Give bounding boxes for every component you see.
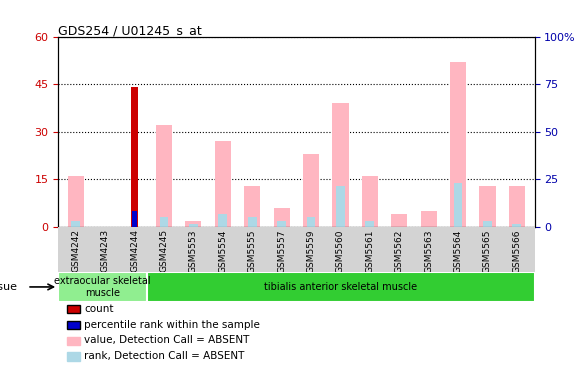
Text: GSM5554: GSM5554 [218,229,227,273]
Text: GSM5561: GSM5561 [365,229,374,273]
Text: count: count [84,304,114,314]
Bar [274,208,290,227]
Bar [71,221,80,227]
Bar [156,126,172,227]
Bar [336,186,345,227]
Bar [131,87,138,227]
Text: GSM5566: GSM5566 [512,229,521,273]
Bar [303,154,319,227]
Text: GSM4245: GSM4245 [159,229,168,272]
Text: GSM5560: GSM5560 [336,229,345,273]
Bar [185,221,202,227]
Text: GSM5555: GSM5555 [248,229,257,273]
Bar [244,186,260,227]
Bar [215,141,231,227]
Text: GSM4242: GSM4242 [71,229,80,272]
Text: tibialis anterior skeletal muscle: tibialis anterior skeletal muscle [264,282,418,292]
Bar [160,217,168,227]
Bar [479,186,496,227]
Text: rank, Detection Call = ABSENT: rank, Detection Call = ABSENT [84,351,245,361]
Bar [483,221,492,227]
Bar [248,217,257,227]
Text: GSM5557: GSM5557 [277,229,286,273]
Bar [454,183,462,227]
Text: GSM5553: GSM5553 [189,229,198,273]
Text: extraocular skeletal
muscle: extraocular skeletal muscle [55,276,151,298]
Bar [362,176,378,227]
Bar [450,62,466,227]
Text: GDS254 / U01245_s_at: GDS254 / U01245_s_at [58,24,202,37]
Bar [509,186,525,227]
Bar [58,227,535,273]
Text: percentile rank within the sample: percentile rank within the sample [84,320,260,330]
Bar [218,214,227,227]
Text: GSM5559: GSM5559 [307,229,315,273]
Bar [512,224,521,227]
Bar [189,224,198,227]
Bar [307,217,315,227]
Bar [67,176,84,227]
Text: GSM4244: GSM4244 [130,229,139,272]
Bar [132,211,137,227]
Text: tissue: tissue [0,282,17,292]
Bar [277,221,286,227]
Bar [421,211,437,227]
Bar [365,221,374,227]
Text: GSM4243: GSM4243 [101,229,110,272]
Bar [148,272,535,302]
Text: GSM5564: GSM5564 [454,229,462,273]
Text: GSM5565: GSM5565 [483,229,492,273]
Bar [58,272,148,302]
Text: value, Detection Call = ABSENT: value, Detection Call = ABSENT [84,335,250,346]
Text: GSM5563: GSM5563 [424,229,433,273]
Bar [391,214,407,227]
Text: GSM5562: GSM5562 [394,229,404,273]
Bar [332,103,349,227]
